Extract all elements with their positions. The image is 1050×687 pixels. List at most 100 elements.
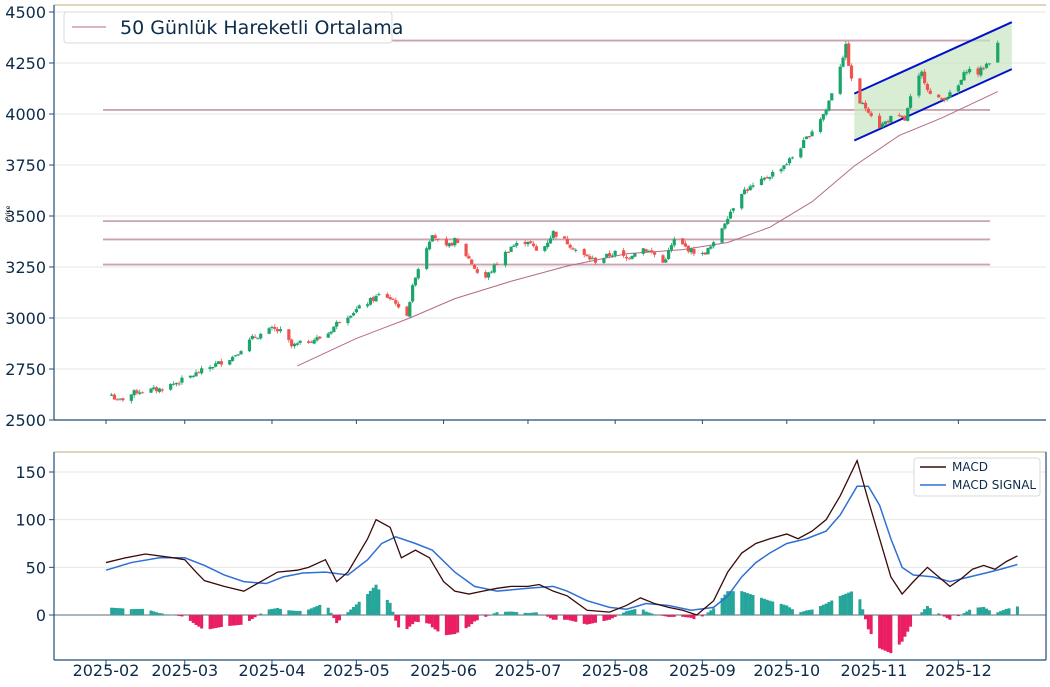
- candle-body: [377, 294, 381, 296]
- candle-body: [897, 115, 901, 117]
- histogram-bar: [444, 615, 448, 636]
- price-ytick-label: 4500: [5, 3, 46, 22]
- candle-body: [923, 71, 927, 84]
- candle-body: [503, 251, 508, 266]
- candle-body: [937, 94, 941, 98]
- histogram-bar: [388, 602, 392, 615]
- candle-body: [160, 389, 164, 391]
- candle-body: [858, 78, 862, 104]
- histogram-bar: [503, 611, 507, 615]
- histogram-bar: [169, 614, 173, 616]
- candle-body: [290, 339, 294, 347]
- candle-body: [388, 297, 392, 300]
- histogram-bar: [869, 615, 873, 635]
- histogram-bar: [506, 611, 510, 615]
- candle-body: [456, 238, 460, 243]
- histogram-bar: [672, 615, 676, 617]
- histogram-bar: [546, 615, 550, 617]
- histogram-bar: [779, 603, 783, 615]
- histogram-bar: [847, 592, 851, 615]
- histogram-bar: [571, 615, 575, 622]
- histogram-bar: [900, 615, 904, 642]
- histogram-bar: [219, 615, 223, 627]
- histogram-bar: [928, 608, 932, 615]
- histogram-bar: [467, 615, 471, 627]
- candle-body: [216, 361, 221, 364]
- histogram-bar: [748, 594, 752, 615]
- histogram-bar: [155, 612, 159, 615]
- histogram-bar: [270, 608, 274, 615]
- histogram-bar: [751, 594, 755, 615]
- histogram-bar: [411, 615, 415, 625]
- histogram-bar: [425, 615, 429, 624]
- histogram-bar: [515, 612, 519, 615]
- histogram-bar: [593, 615, 597, 623]
- ma-line: [297, 91, 998, 367]
- candle-body: [810, 131, 814, 137]
- candle-body: [647, 250, 651, 253]
- histogram-bar: [132, 609, 136, 615]
- candle-body: [785, 164, 789, 166]
- candle-body: [742, 189, 747, 195]
- candle-body: [335, 321, 339, 327]
- candle-body: [956, 85, 960, 92]
- histogram-bar: [307, 609, 311, 615]
- x-tick-label: 2025-07: [495, 661, 562, 680]
- candle-body: [267, 328, 271, 334]
- candle-body: [883, 121, 887, 125]
- candle-body: [979, 67, 983, 76]
- histogram-bar: [509, 611, 513, 615]
- price-ytick-label: 2750: [5, 360, 46, 379]
- candle-body: [740, 193, 744, 209]
- histogram-bar: [942, 615, 946, 617]
- candle-body: [664, 259, 668, 263]
- candle-body: [709, 246, 713, 249]
- candle-body: [948, 92, 952, 98]
- candle-body: [219, 361, 223, 365]
- histogram-bar: [641, 609, 645, 615]
- candle-body: [214, 363, 218, 367]
- candle-body: [866, 108, 870, 113]
- histogram-bar: [253, 615, 257, 618]
- candle-body: [903, 116, 907, 121]
- histogram-bar: [622, 612, 626, 615]
- candle-body: [574, 249, 578, 251]
- candle-body: [169, 384, 173, 390]
- histogram-bar: [217, 615, 221, 628]
- histogram-bar: [886, 615, 890, 652]
- histogram-bar: [985, 608, 989, 615]
- candle-body: [582, 248, 586, 255]
- channel-upper-line: [853, 21, 1013, 95]
- histogram-bar: [883, 615, 887, 651]
- macd-ytick-label: 150: [15, 463, 46, 482]
- histogram-bar: [568, 615, 572, 621]
- candle-body: [565, 238, 569, 245]
- histogram-bar: [605, 615, 609, 621]
- candle-body: [138, 392, 142, 394]
- price-ytick-label: 3000: [5, 309, 46, 328]
- histogram-bar: [135, 609, 139, 615]
- histogram-bar: [236, 615, 240, 626]
- candle-body: [427, 241, 432, 250]
- histogram-bar: [470, 615, 474, 625]
- histogram-bar: [1004, 608, 1008, 615]
- x-tick-label: 2025-08: [582, 661, 649, 680]
- histogram-bar: [917, 615, 921, 616]
- histogram-bar: [231, 615, 235, 626]
- candle-body: [824, 109, 828, 115]
- macd-ytick-label: 0: [36, 606, 46, 625]
- histogram-bar: [197, 615, 201, 627]
- histogram-bar: [1001, 610, 1005, 615]
- histogram-bar: [394, 615, 398, 621]
- histogram-bar: [354, 604, 358, 615]
- histogram-bar: [681, 615, 685, 617]
- histogram-bar: [889, 615, 893, 654]
- legend-macd-label: MACD: [952, 460, 988, 474]
- price-ytick-label: 3750: [5, 156, 46, 175]
- candle-body: [849, 65, 854, 79]
- histogram-bar: [644, 611, 648, 615]
- histogram-bar: [273, 608, 277, 615]
- candle-body: [332, 326, 336, 333]
- histogram-bar: [138, 608, 142, 615]
- histogram-bar: [650, 613, 654, 615]
